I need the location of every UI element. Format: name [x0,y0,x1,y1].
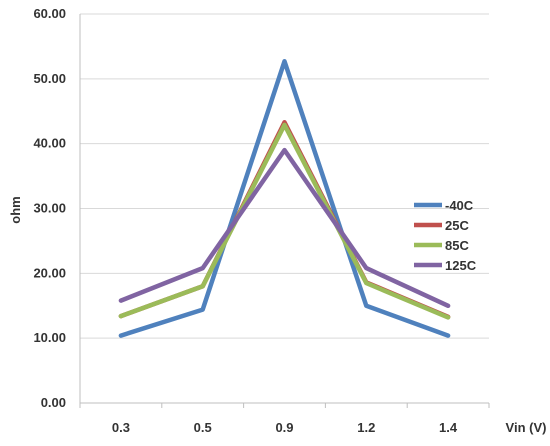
x-tick-label-4: 1.4 [439,420,458,435]
y-tick-label-4: 40.00 [33,136,66,151]
x-tick-label-1: 0.5 [194,420,212,435]
legend-label-3: 125C [445,258,477,273]
x-tick-label-3: 1.2 [357,420,375,435]
legend-label-0: -40C [445,198,474,213]
y-tick-label-6: 60.00 [33,6,66,21]
x-tick-label-2: 0.9 [275,420,293,435]
legend-label-1: 25C [445,218,469,233]
x-tick-label-0: 0.3 [112,420,130,435]
legend-label-2: 85C [445,238,469,253]
y-tick-label-2: 20.00 [33,265,66,280]
y-tick-label-5: 50.00 [33,71,66,86]
axes: 0.00 10.00 20.00 30.00 40.00 50.00 60.00 0.3 0.5… [33,6,489,435]
y-axis-label: ohm [8,196,23,223]
legend: -40C 25C 85C 125C [414,198,477,273]
series-lines [121,61,448,335]
x-axis-label: Vin (V) [506,420,547,435]
y-tick-label-1: 10.00 [33,330,66,345]
series-line-125c [121,150,448,306]
y-tick-label-3: 30.00 [33,201,66,216]
y-tick-label-0: 0.00 [41,395,66,410]
